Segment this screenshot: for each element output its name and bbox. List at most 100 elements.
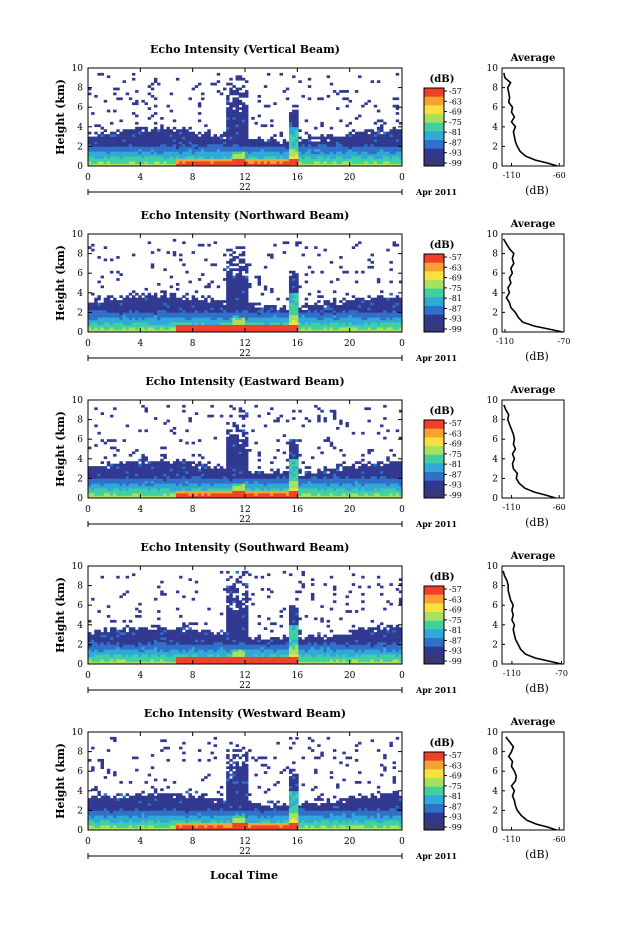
heatmap-cell [266, 490, 271, 494]
heatmap-cell [188, 305, 192, 308]
heatmap-cell [219, 329, 224, 333]
heatmap-cell [94, 327, 98, 330]
heatmap-cell [235, 143, 240, 147]
heatmap-cell [232, 134, 236, 137]
heatmap-cell [204, 156, 208, 159]
heatmap-cell [395, 243, 400, 247]
heatmap-cell [157, 300, 161, 303]
heatmap-cell [386, 151, 390, 155]
heatmap-cell [323, 146, 327, 150]
heatmap-cell [301, 461, 305, 464]
heatmap-cell [361, 136, 365, 140]
heatmap-cell [175, 488, 180, 491]
heatmap-cell [150, 263, 155, 267]
heatmap-cell [100, 141, 104, 145]
heatmap-cell [94, 131, 98, 135]
heatmap-cell [106, 295, 111, 298]
heatmap-cell [182, 409, 186, 413]
heatmap-cell [226, 265, 230, 269]
heatmap-cell [235, 461, 240, 464]
heatmap-cell [216, 285, 221, 289]
heatmap-cell [395, 72, 400, 76]
heatmap-cell [138, 129, 142, 132]
heatmap-cell [263, 493, 268, 496]
profile-frame [501, 67, 565, 167]
heatmap-cell [398, 319, 403, 323]
heatmap-cell [106, 307, 111, 311]
heatmap-cell [389, 483, 393, 487]
heatmap-cell [125, 466, 130, 469]
heatmap-cell [207, 319, 211, 323]
heatmap-cell [131, 473, 136, 477]
heatmap-cell [216, 151, 221, 155]
heatmap-cell [216, 300, 221, 303]
heatmap-cell [238, 480, 243, 484]
heatmap-cell [229, 449, 233, 452]
heatmap-cell [166, 490, 170, 494]
heatmap-cell [367, 309, 371, 313]
heatmap-cell [166, 156, 170, 159]
heatmap-cell [295, 468, 299, 472]
heatmap-cell [175, 466, 180, 469]
heatmap-cell [188, 151, 192, 155]
heatmap-cell [320, 478, 324, 482]
heatmap-cell [304, 495, 309, 499]
heatmap-cell [188, 483, 192, 487]
heatmap-cell [376, 431, 381, 435]
heatmap-cell [182, 319, 186, 323]
heatmap-cell [119, 488, 123, 491]
heatmap-cell [257, 490, 261, 494]
heatmap-cell [141, 309, 145, 313]
heatmap-cell [185, 307, 189, 311]
heatmap-cell [373, 151, 378, 155]
heatmap-cell [317, 322, 321, 325]
heatmap-cell [336, 148, 340, 152]
heatmap-cell [248, 475, 252, 479]
heatmap-cell [88, 314, 92, 318]
heatmap-cell [292, 312, 296, 316]
heatmap-cell [251, 305, 255, 308]
heatmap-cell [116, 161, 120, 164]
heatmap-cell [364, 146, 368, 150]
heatmap-cell [182, 461, 186, 464]
heatmap-cell [150, 163, 155, 167]
heatmap-cell [169, 134, 174, 137]
heatmap-cell [179, 324, 183, 328]
heatmap-cell [298, 163, 302, 167]
heatmap-cell [229, 275, 233, 279]
heatmap-cell [94, 305, 98, 308]
profile-y-tick-label: 6 [492, 269, 498, 279]
heatmap-cell [204, 161, 208, 164]
heatmap-cell [245, 302, 249, 306]
heatmap-cell [119, 493, 123, 496]
heatmap-cell [226, 431, 230, 435]
heatmap-cell [116, 324, 120, 328]
heatmap-cell [201, 495, 205, 499]
heatmap-cell [266, 158, 271, 162]
heatmap-cell [270, 136, 274, 140]
heatmap-cell [201, 312, 205, 316]
heatmap-cell [298, 490, 302, 494]
heatmap-cell [342, 461, 346, 464]
heatmap-cell [109, 329, 114, 333]
heatmap-cell [91, 466, 95, 469]
heatmap-cell [94, 407, 98, 411]
heatmap-cell [380, 156, 384, 159]
heatmap-cell [141, 143, 145, 147]
heatmap-cell [185, 317, 189, 321]
heatmap-cell [201, 456, 205, 460]
heatmap-cell [219, 480, 224, 484]
profile-y-tick-label: 8 [492, 250, 498, 260]
heatmap-cell [241, 119, 246, 123]
heatmap-cell [141, 314, 145, 318]
heatmap-cell [292, 302, 296, 306]
heatmap-cell [166, 148, 170, 152]
heatmap-cell [229, 253, 233, 257]
heatmap-cell [245, 493, 249, 496]
heatmap-cell [285, 327, 290, 330]
heatmap-cell [273, 488, 277, 491]
heatmap-cell [235, 453, 240, 457]
heatmap-cell [188, 488, 192, 491]
heatmap-cell [141, 151, 145, 155]
heatmap-cell [323, 151, 327, 155]
